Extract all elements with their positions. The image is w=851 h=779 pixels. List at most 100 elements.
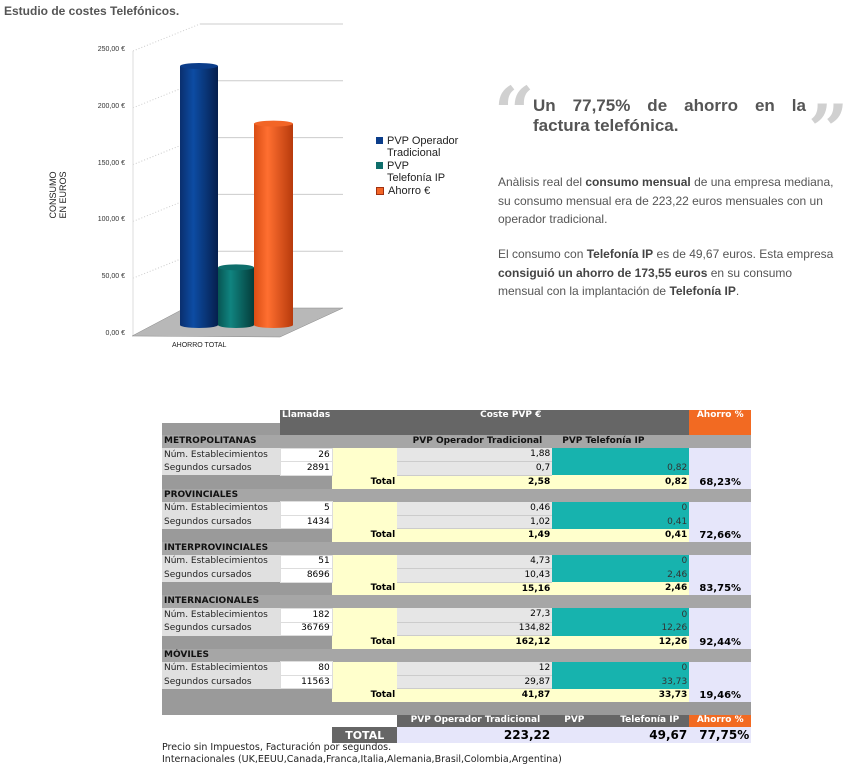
subheader-ip: PVP Telefonía IP <box>552 435 690 449</box>
ip-value: 0,41 <box>552 515 690 529</box>
calls-value: 36769 <box>279 621 333 637</box>
cell <box>689 488 752 502</box>
cell <box>280 488 333 502</box>
section-row: INTERPROVINCIALES <box>162 541 752 556</box>
row-label: Segundos cursados <box>162 461 280 476</box>
cell <box>162 582 280 596</box>
close-quote-icon: ” <box>808 89 849 172</box>
cell <box>332 568 398 583</box>
cell <box>552 648 690 662</box>
y-tick-label: 0,00 € <box>105 330 125 337</box>
section-name: PROVINCIALES <box>162 488 280 502</box>
calls-value: 11563 <box>279 674 333 690</box>
cell <box>280 688 333 703</box>
cell <box>397 595 553 609</box>
summary-ip: 49,67 <box>552 727 690 744</box>
ip-value: 0,82 <box>552 461 690 476</box>
cell <box>162 635 280 649</box>
cell <box>332 608 398 622</box>
bar-1 <box>180 63 218 328</box>
cell <box>332 622 398 636</box>
cell <box>332 675 398 689</box>
total-ip: 12,26 <box>552 635 690 649</box>
total-trad: 2,58 <box>397 475 553 489</box>
row-label: Núm. Establecimientos <box>162 555 280 569</box>
total-ip: 33,73 <box>552 688 690 703</box>
cell <box>332 435 398 449</box>
ip-value: 0 <box>552 555 690 569</box>
table-row: Segundos cursados 1434 1,02 0,41 <box>162 514 752 530</box>
legend-label: PVP Operador <box>387 135 459 147</box>
open-quote-icon: “ <box>494 71 535 154</box>
ip-value <box>552 448 690 462</box>
spacer-row <box>162 702 752 715</box>
legend-item: Ahorro € <box>376 185 458 197</box>
legend-label: PVP <box>387 160 410 172</box>
cell <box>397 648 553 662</box>
cell <box>689 648 752 662</box>
calls-value: 26 <box>279 447 333 463</box>
row-label: Núm. Establecimientos <box>162 608 280 622</box>
legend-item: PVP Telefonía IP <box>376 160 458 184</box>
total-trad: 15,16 <box>397 582 553 596</box>
row-label: Núm. Establecimientos <box>162 448 280 462</box>
trad-value: 12 <box>397 661 553 676</box>
section-name: INTERNACIONALES <box>162 595 280 609</box>
cell <box>162 475 280 489</box>
section-row: INTERNACIONALES <box>162 595 752 609</box>
cell <box>689 568 752 583</box>
legend-swatch <box>376 162 383 169</box>
table-row: Segundos cursados 2891 0,7 0,82 <box>162 461 752 476</box>
footnote: Precio sin Impuestos, Facturación por se… <box>162 742 562 765</box>
calls-value: 80 <box>279 661 333 676</box>
cell <box>689 461 752 476</box>
table-row: Segundos cursados 11563 29,87 33,73 <box>162 674 752 690</box>
trad-value: 0,46 <box>397 501 553 516</box>
cell <box>332 648 398 662</box>
x-category-label: AHORRO TOTAL <box>172 342 227 349</box>
header-coste: Coste PVP € <box>332 410 690 436</box>
ahorro-value: 92,44% <box>689 635 752 649</box>
cell <box>332 515 398 529</box>
cell <box>280 582 333 596</box>
cell <box>689 541 752 556</box>
total-ip: 0,41 <box>552 528 690 542</box>
table-row: Núm. Establecimientos 5 0,46 0 <box>162 501 752 516</box>
y-tick-label: 50,00 € <box>101 273 125 281</box>
summary-header-ahorro: Ahorro % <box>689 714 752 728</box>
bar-top <box>180 63 218 69</box>
total-label: Total <box>332 582 398 596</box>
calls-value: 182 <box>279 607 333 623</box>
summary-header-ip: PVP Telefonía IP <box>552 714 690 728</box>
calls-value: 2891 <box>279 461 333 476</box>
subheader-trad: PVP Operador Tradicional <box>397 435 553 449</box>
ip-value: 0 <box>552 661 690 676</box>
summary-trad: 223,22 <box>397 727 553 744</box>
cell <box>162 688 280 703</box>
cell <box>332 595 398 609</box>
cell <box>332 461 398 476</box>
legend-swatch <box>376 187 384 195</box>
bar-body <box>180 66 218 325</box>
legend-label: Telefonía IP <box>387 172 446 184</box>
total-row: Total 2,58 0,82 68,23% <box>162 475 752 489</box>
table-row: Núm. Establecimientos 51 4,73 0 <box>162 554 752 570</box>
page-title: Estudio de costes Telefónicos. <box>4 4 180 18</box>
bar-body <box>218 267 254 325</box>
trad-value: 134,82 <box>397 622 553 637</box>
summary-header-trad: PVP Operador Tradicional <box>397 714 553 728</box>
trad-value: 10,43 <box>397 568 553 583</box>
chart-legend: PVP Operador Tradicional PVP Telefonía IP … <box>376 135 458 198</box>
section-row: MÓVILES <box>162 648 752 662</box>
trad-value: 1,88 <box>397 448 553 463</box>
total-trad: 41,87 <box>397 688 553 703</box>
total-row: Total 1,49 0,41 72,66% <box>162 528 752 542</box>
legend-label: Ahorro € <box>388 185 431 197</box>
calls-value: 1434 <box>279 514 333 530</box>
cell <box>332 555 398 569</box>
cell <box>332 541 398 556</box>
cell <box>280 528 333 542</box>
row-label: Segundos cursados <box>162 568 280 583</box>
cell <box>332 488 398 502</box>
total-ip: 2,46 <box>552 582 690 596</box>
